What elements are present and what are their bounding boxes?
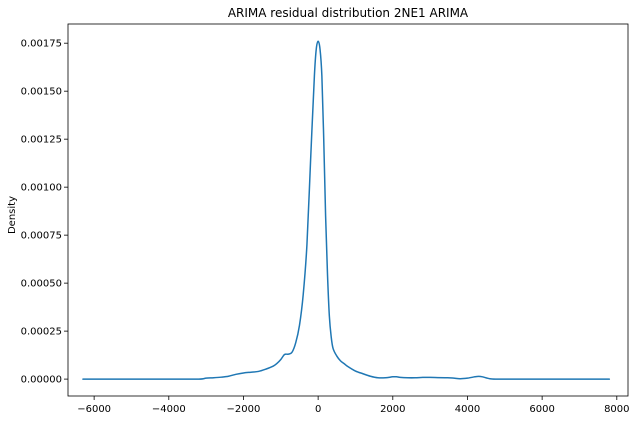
x-tick-label: 0 xyxy=(315,404,321,415)
y-tick-label: 0.00100 xyxy=(21,183,62,194)
y-axis-label: Density xyxy=(7,196,18,234)
plot-frame xyxy=(67,23,629,397)
x-axis: −6000 −4000 −2000 0 2000 4000 6000 8000 xyxy=(77,396,630,415)
y-tick-label: 0.00000 xyxy=(21,375,62,386)
y-tick-label: 0.00025 xyxy=(21,327,62,338)
chart-title: ARIMA residual distribution 2NE1 ARIMA xyxy=(228,6,469,20)
y-tick-label: 0.00175 xyxy=(21,39,62,50)
x-tick-label: −2000 xyxy=(227,404,261,415)
y-tick-label: 0.00125 xyxy=(21,135,62,146)
y-tick-label: 0.00150 xyxy=(21,87,62,98)
x-tick-label: 6000 xyxy=(529,404,554,415)
x-tick-label: −6000 xyxy=(77,404,111,415)
y-axis: 0.00000 0.00025 0.00050 0.00075 0.00100 0.001… xyxy=(21,39,68,386)
x-tick-label: 8000 xyxy=(604,404,629,415)
y-tick-label: 0.00050 xyxy=(21,279,62,290)
x-tick-label: −4000 xyxy=(152,404,186,415)
density-series-line xyxy=(82,40,611,380)
x-tick-label: 4000 xyxy=(455,404,480,415)
x-tick-label: 2000 xyxy=(380,404,405,415)
y-tick-label: 0.00075 xyxy=(21,231,62,242)
